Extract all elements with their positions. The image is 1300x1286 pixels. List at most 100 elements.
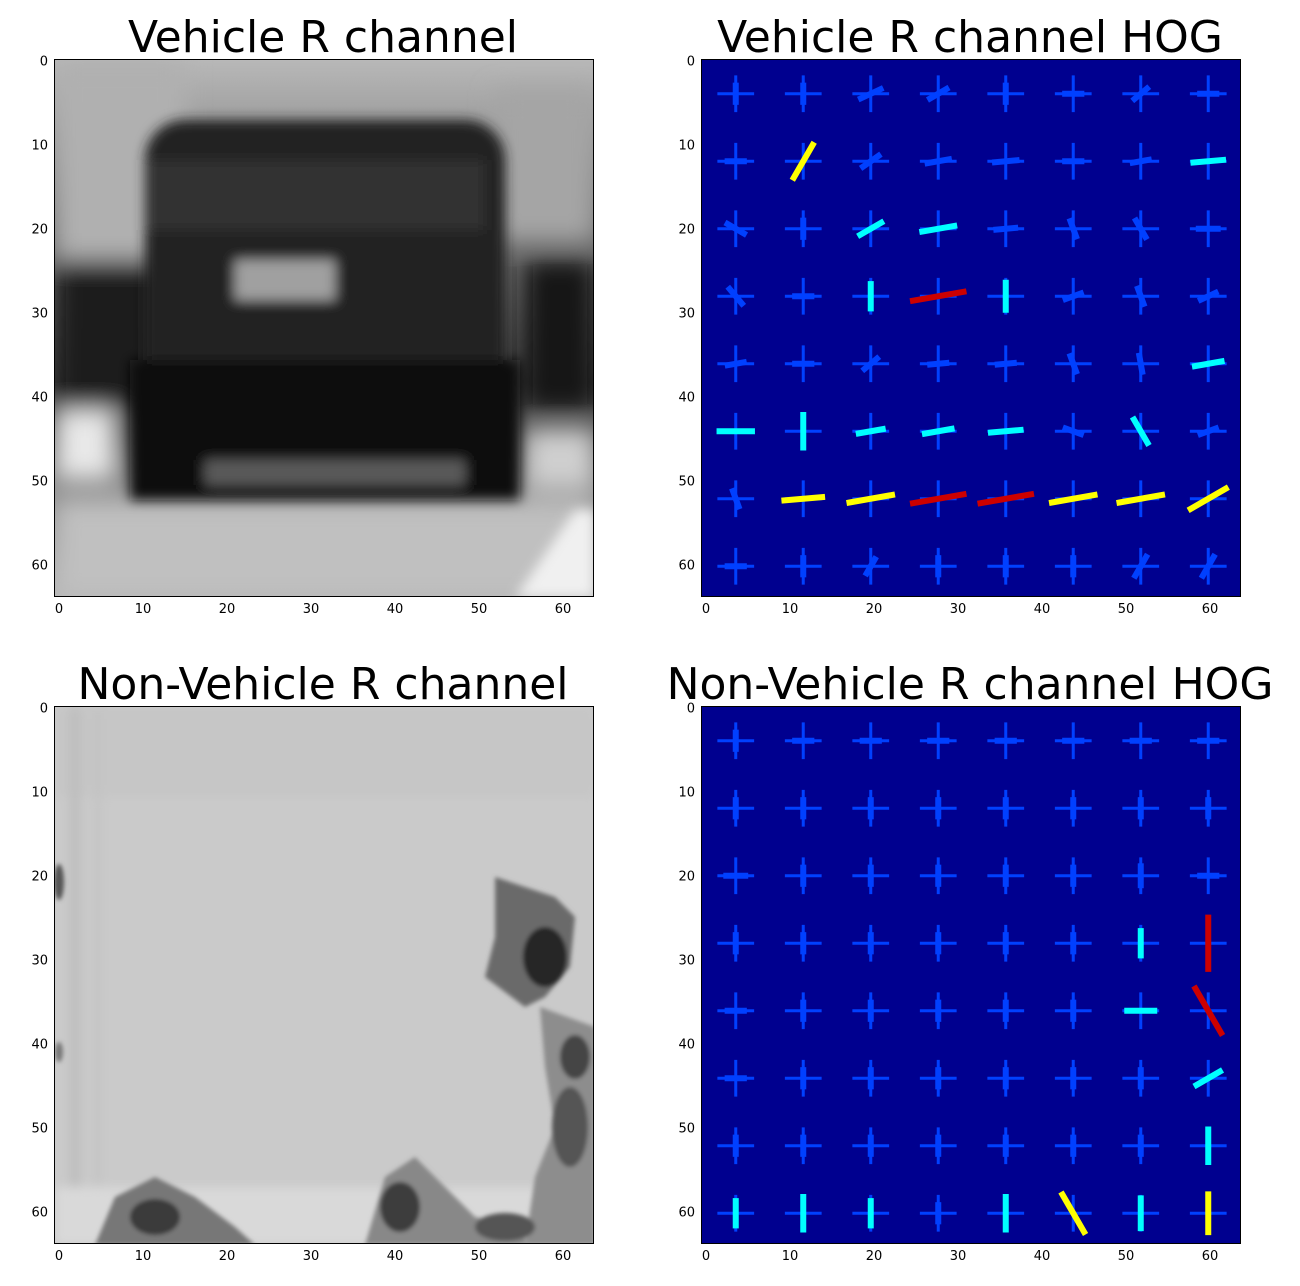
x-tick-label: 50 [1117, 602, 1135, 617]
y-tick-label: 50 [31, 474, 48, 490]
y-tick-label: 30 [678, 306, 695, 322]
vehicle-r-image [54, 59, 594, 597]
hog-gradient-stroke [921, 425, 956, 438]
y-tick-label: 60 [31, 558, 48, 574]
y-tick-label: 40 [31, 1037, 48, 1053]
nonvehicle-hog-image [701, 706, 1241, 1244]
x-tick-label: 10 [781, 602, 799, 617]
hog-gradient-stroke [1186, 484, 1230, 513]
x-tick-label: 0 [701, 1249, 711, 1264]
y-tick-label: 60 [678, 1205, 695, 1221]
y-tick-label: 0 [39, 54, 48, 70]
x-tick-label: 50 [470, 602, 488, 617]
y-tick-label: 40 [31, 390, 48, 406]
panel-title: Vehicle R channel [127, 12, 519, 63]
hog-gradient-stroke [729, 487, 743, 511]
hog-gradient-stroke [1130, 84, 1152, 104]
hog-gradient-stroke [909, 490, 967, 507]
hog-gradient-stroke [724, 358, 748, 369]
hog-gradient-stroke [1196, 288, 1220, 304]
panel-title: Non-Vehicle R channel HOG [666, 659, 1274, 710]
hog-gradient-stroke [789, 140, 817, 182]
hog-gradient-stroke [1131, 552, 1151, 580]
x-tick-label: 10 [781, 1249, 799, 1264]
y-tick-label: 0 [39, 701, 48, 717]
x-tick-label: 30 [302, 602, 320, 617]
hog-gradient-stroke [925, 84, 951, 103]
y-tick-label: 20 [31, 222, 48, 238]
y-tick-label: 0 [686, 54, 695, 70]
x-tick-label: 40 [386, 602, 404, 617]
x-tick-label: 30 [949, 1249, 967, 1264]
hog-gradient-stroke [1116, 491, 1166, 506]
y-tick-label: 50 [31, 1121, 48, 1137]
y-tick-label: 40 [678, 390, 695, 406]
hog-gradient-stroke [725, 284, 747, 308]
hog-gradient-stroke [926, 359, 950, 368]
hog-gradient-stroke [856, 218, 886, 239]
x-tick-label: 20 [865, 602, 883, 617]
x-tick-label: 10 [134, 1249, 152, 1264]
x-tick-label: 0 [54, 602, 64, 617]
y-tick-label: 60 [678, 558, 695, 574]
y-tick-label: 40 [678, 1037, 695, 1053]
x-tick-label: 40 [1033, 602, 1051, 617]
hog-gradient-stroke [860, 354, 882, 374]
hog-gradient-stroke [781, 493, 826, 504]
nonvehicle-r-image [54, 706, 594, 1244]
x-tick-label: 60 [554, 602, 572, 617]
x-tick-label: 60 [554, 1249, 572, 1264]
hog-gradient-stroke [723, 219, 749, 238]
hog-gradient-stroke [1134, 284, 1148, 308]
x-tick-label: 0 [701, 602, 711, 617]
hog-gradient-stroke [1191, 984, 1226, 1038]
x-tick-label: 20 [218, 1249, 236, 1264]
hog-gradient-stroke [1131, 216, 1150, 242]
y-tick-label: 30 [678, 953, 695, 969]
x-tick-label: 10 [134, 602, 152, 617]
vehicle-hog-image [701, 59, 1241, 597]
hog-gradient-stroke [1192, 1067, 1225, 1090]
hog-gradient-stroke [924, 155, 953, 167]
x-tick-label: 60 [1201, 602, 1219, 617]
x-tick-label: 50 [470, 1249, 488, 1264]
x-tick-label: 40 [386, 1249, 404, 1264]
hog-gradient-stroke [1196, 424, 1220, 438]
y-tick-label: 10 [678, 785, 695, 801]
x-tick-label: 50 [1117, 1249, 1135, 1264]
x-tick-label: 30 [302, 1249, 320, 1264]
panel-title: Non-Vehicle R channel [77, 659, 569, 710]
hog-gradient-stroke [977, 490, 1035, 507]
y-tick-label: 20 [31, 869, 48, 885]
y-tick-label: 30 [31, 306, 48, 322]
y-tick-label: 60 [31, 1205, 48, 1221]
hog-gradient-stroke [1066, 217, 1080, 241]
hog-gradient-stroke [991, 157, 1020, 166]
y-tick-label: 30 [31, 953, 48, 969]
x-tick-label: 60 [1201, 1249, 1219, 1264]
hog-gradient-stroke [987, 426, 1024, 436]
hog-gradient-stroke [1129, 415, 1152, 448]
hog-gradient-stroke [1058, 1190, 1089, 1237]
hog-gradient-stroke [846, 491, 896, 506]
hog-gradient-stroke [918, 222, 958, 236]
hog-gradient-stroke [1190, 156, 1227, 166]
y-tick-label: 50 [678, 1121, 695, 1137]
hog-gradient-stroke [858, 151, 883, 171]
hog-gradient-stroke [1061, 289, 1085, 303]
y-tick-label: 10 [678, 138, 695, 154]
hog-gradient-stroke [1198, 552, 1218, 580]
hog-gradient-stroke [993, 224, 1019, 233]
hog-gradient-stroke [1129, 156, 1153, 167]
hog-gradient-stroke [856, 85, 885, 103]
hog-gradient-stroke [1191, 357, 1226, 370]
x-tick-label: 0 [54, 1249, 64, 1264]
y-tick-label: 50 [678, 474, 695, 490]
hog-gradient-stroke [1135, 352, 1146, 376]
x-tick-label: 30 [949, 602, 967, 617]
hog-gradient-stroke [994, 359, 1018, 368]
y-tick-label: 20 [678, 869, 695, 885]
y-tick-label: 10 [31, 138, 48, 154]
hog-gradient-stroke [862, 555, 879, 578]
y-tick-label: 20 [678, 222, 695, 238]
